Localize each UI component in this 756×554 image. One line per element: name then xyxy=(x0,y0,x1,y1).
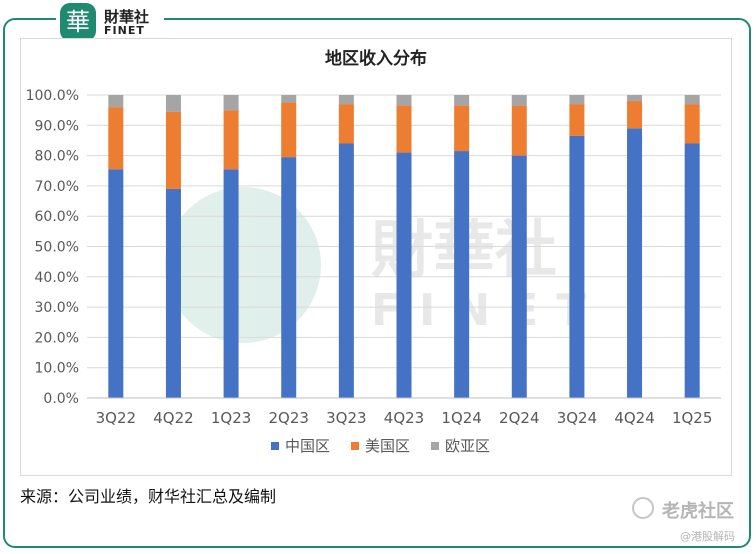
bar-segment xyxy=(281,157,297,398)
bar-segment xyxy=(338,95,354,105)
watermark-community: 老虎社区 xyxy=(662,501,734,522)
bar-segment xyxy=(165,111,181,189)
bar-segment xyxy=(396,152,412,398)
y-axis: 0.0% 10.0% 20.0% 30.0% 40.0% 50.0% 60.0% 70.0% 8… xyxy=(26,88,79,407)
bar-segment xyxy=(223,169,239,398)
x-tick-label: 4Q23 xyxy=(384,409,424,427)
bars xyxy=(108,95,700,398)
bar-segment xyxy=(511,105,527,156)
watermark-tiger-icon xyxy=(632,497,654,519)
watermark-sub: @港股解码 xyxy=(680,530,735,543)
legend-swatch xyxy=(351,442,359,450)
bar-segment xyxy=(569,135,585,398)
y-tick-label: 70.0% xyxy=(35,179,79,195)
chart-title: 地区收入分布 xyxy=(325,48,427,69)
bar-segment xyxy=(684,104,700,144)
bar-segment xyxy=(569,104,585,136)
brand-logo: 華 財華社 FINET xyxy=(56,0,164,44)
bar-segment xyxy=(569,95,585,105)
bar-segment xyxy=(108,169,124,398)
chart-area: 財華社 FINET 地区收入分布 0.0%10.0%20.0%30.0%40.0… xyxy=(20,38,732,476)
bar-segment xyxy=(338,104,354,144)
watermark-logo xyxy=(165,187,321,343)
y-tick-label: 80.0% xyxy=(35,149,79,165)
bar-segment xyxy=(454,95,470,106)
x-tick-label: 1Q25 xyxy=(672,409,712,427)
x-tick-label: 1Q24 xyxy=(441,409,481,427)
legend-label: 美国区 xyxy=(365,437,410,455)
y-tick-label: 90.0% xyxy=(35,118,79,134)
bar-segment xyxy=(396,95,412,106)
x-tick-label: 4Q22 xyxy=(153,409,193,427)
bar-segment xyxy=(454,151,470,398)
legend-swatch xyxy=(431,442,439,450)
y-tick-label: 100.0% xyxy=(26,88,79,104)
bar-segment xyxy=(511,95,527,106)
x-tick-label: 3Q24 xyxy=(557,409,597,427)
logo-badge: 華 xyxy=(60,3,96,41)
bar-segment xyxy=(627,101,643,129)
y-tick-label: 10.0% xyxy=(35,361,79,377)
x-tick-label: 2Q24 xyxy=(499,409,539,427)
x-tick-label: 3Q23 xyxy=(326,409,366,427)
y-tick-label: 30.0% xyxy=(35,300,79,316)
legend-label: 欧亚区 xyxy=(445,437,490,455)
y-tick-label: 50.0% xyxy=(35,240,79,256)
x-tick-label: 4Q24 xyxy=(614,409,654,427)
y-tick-label: 60.0% xyxy=(35,209,79,225)
bar-segment xyxy=(223,110,239,170)
bar-segment xyxy=(684,143,700,398)
bar-segment xyxy=(627,95,643,102)
bar-segment xyxy=(223,95,239,111)
x-axis: 3Q22 4Q22 1Q23 2Q23 3Q23 4Q23 1Q24 2Q24 3Q24 4Q24… xyxy=(87,397,721,427)
bar-segment xyxy=(684,95,700,105)
x-tick-label: 2Q23 xyxy=(269,409,309,427)
legend-label: 中国区 xyxy=(285,437,330,455)
bar-segment xyxy=(627,128,643,398)
x-tick-label: 3Q22 xyxy=(96,409,136,427)
brand-name-en: FINET xyxy=(104,24,145,37)
bar-segment xyxy=(338,143,354,398)
bar-segment xyxy=(165,95,181,112)
bar-segment xyxy=(396,105,412,153)
stacked-bar-chart: 財華社 FINET 地区收入分布 0.0%10.0%20.0%30.0%40.0… xyxy=(26,48,721,455)
bar-segment xyxy=(511,155,527,398)
source-note: 来源：公司业绩，财华社汇总及编制 xyxy=(20,487,277,506)
x-tick-label: 1Q23 xyxy=(211,409,251,427)
bar-segment xyxy=(454,105,470,152)
y-tick-label: 40.0% xyxy=(35,270,79,286)
y-tick-label: 0.0% xyxy=(43,391,79,407)
bar-segment xyxy=(108,95,124,108)
bar-segment xyxy=(281,102,297,158)
legend: 中国区 美国区 欧亚区 xyxy=(271,437,490,455)
y-tick-label: 20.0% xyxy=(35,330,79,346)
bar-segment xyxy=(108,107,124,170)
legend-swatch xyxy=(271,442,279,450)
brand-name-cn: 財華社 xyxy=(104,8,150,26)
bar-segment xyxy=(281,95,297,103)
bar-segment xyxy=(165,188,181,398)
